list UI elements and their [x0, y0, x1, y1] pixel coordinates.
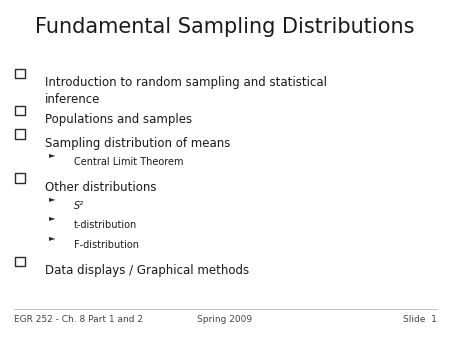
Text: Slide  1: Slide 1: [403, 315, 436, 324]
Text: ►: ►: [50, 233, 56, 242]
FancyBboxPatch shape: [15, 173, 25, 183]
Text: Spring 2009: Spring 2009: [198, 315, 252, 324]
Text: ►: ►: [50, 214, 56, 222]
Text: ►: ►: [50, 150, 56, 159]
Text: Fundamental Sampling Distributions: Fundamental Sampling Distributions: [35, 17, 415, 37]
FancyBboxPatch shape: [15, 129, 25, 139]
Text: Other distributions: Other distributions: [45, 181, 157, 194]
FancyBboxPatch shape: [15, 69, 25, 78]
Text: F-distribution: F-distribution: [74, 240, 139, 250]
FancyBboxPatch shape: [15, 257, 25, 266]
Text: S²: S²: [74, 201, 85, 211]
Text: Introduction to random sampling and statistical
inference: Introduction to random sampling and stat…: [45, 76, 327, 105]
Text: ►: ►: [50, 194, 56, 203]
FancyBboxPatch shape: [15, 106, 25, 115]
Text: Populations and samples: Populations and samples: [45, 113, 192, 126]
Text: Data displays / Graphical methods: Data displays / Graphical methods: [45, 264, 249, 277]
Text: t-distribution: t-distribution: [74, 220, 138, 231]
Text: EGR 252 - Ch. 8 Part 1 and 2: EGR 252 - Ch. 8 Part 1 and 2: [14, 315, 143, 324]
Text: Sampling distribution of means: Sampling distribution of means: [45, 137, 230, 150]
Text: Central Limit Theorem: Central Limit Theorem: [74, 157, 184, 167]
